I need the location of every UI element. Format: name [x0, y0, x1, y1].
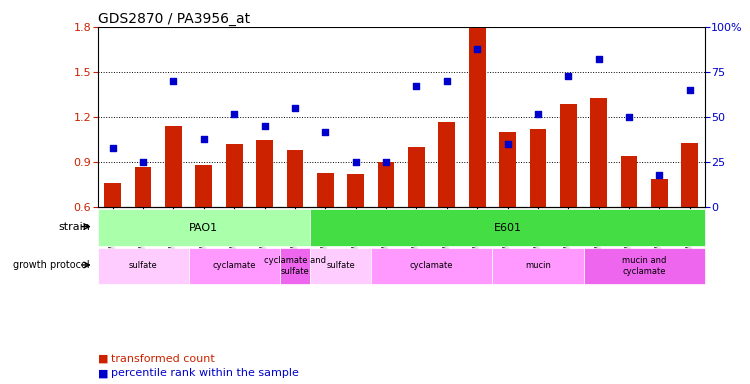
Text: GDS2870 / PA3956_at: GDS2870 / PA3956_at: [98, 12, 250, 26]
Bar: [98, 209, 310, 246]
Bar: [500, 132, 516, 207]
Bar: [560, 104, 577, 207]
Point: [198, 136, 210, 142]
Bar: [310, 248, 370, 284]
Point: [320, 129, 332, 135]
Bar: [370, 248, 492, 284]
Bar: [189, 248, 280, 284]
Point: [137, 159, 149, 165]
Text: ■: ■: [98, 354, 108, 364]
Text: transformed count: transformed count: [111, 354, 214, 364]
Text: cyclamate: cyclamate: [212, 262, 256, 270]
Bar: [347, 174, 364, 207]
Bar: [280, 248, 310, 284]
Bar: [226, 144, 242, 207]
Text: ■: ■: [98, 368, 108, 378]
Text: mucin: mucin: [525, 262, 550, 270]
Point: [684, 87, 696, 93]
Text: strain: strain: [58, 222, 90, 232]
Text: sulfate: sulfate: [129, 262, 158, 270]
Bar: [584, 248, 705, 284]
Point: [350, 159, 361, 165]
Bar: [98, 248, 189, 284]
Point: [228, 111, 240, 117]
Bar: [492, 248, 584, 284]
Bar: [590, 98, 607, 207]
Text: E601: E601: [494, 222, 521, 233]
Point: [167, 78, 179, 84]
Bar: [196, 165, 212, 207]
Point: [380, 159, 392, 165]
Bar: [621, 156, 638, 207]
Point: [653, 172, 665, 178]
Point: [532, 111, 544, 117]
Point: [502, 141, 514, 147]
Point: [441, 78, 453, 84]
Bar: [104, 183, 121, 207]
Text: percentile rank within the sample: percentile rank within the sample: [111, 368, 298, 378]
Bar: [651, 179, 668, 207]
Point: [562, 73, 574, 79]
Text: mucin and
cyclamate: mucin and cyclamate: [622, 256, 667, 276]
Bar: [310, 209, 705, 246]
Bar: [256, 140, 273, 207]
Bar: [286, 150, 303, 207]
Point: [592, 56, 604, 63]
Text: PAO1: PAO1: [189, 222, 218, 233]
Point: [623, 114, 635, 120]
Bar: [317, 173, 334, 207]
Bar: [682, 143, 698, 207]
Point: [106, 145, 118, 151]
Bar: [165, 126, 182, 207]
Bar: [469, 28, 485, 207]
Bar: [530, 129, 546, 207]
Text: sulfate: sulfate: [326, 262, 355, 270]
Bar: [378, 162, 394, 207]
Point: [289, 105, 301, 111]
Point: [259, 123, 271, 129]
Bar: [408, 147, 424, 207]
Point: [410, 83, 422, 89]
Text: growth protocol: growth protocol: [13, 260, 90, 270]
Bar: [135, 167, 152, 207]
Point: [471, 45, 483, 51]
Text: cyclamate and
sulfate: cyclamate and sulfate: [264, 256, 326, 276]
Text: cyclamate: cyclamate: [410, 262, 453, 270]
Bar: [439, 122, 455, 207]
